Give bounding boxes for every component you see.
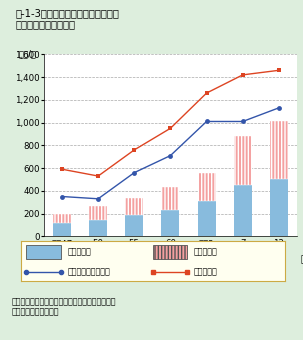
Bar bbox=[53, 214, 71, 223]
Bar bbox=[198, 201, 216, 236]
Bar bbox=[89, 206, 107, 220]
Bar bbox=[161, 187, 179, 210]
Text: 序-1-3図　プラスチックの生産量と: 序-1-3図 プラスチックの生産量と bbox=[15, 8, 119, 18]
Text: 一般廃棄物: 一般廃棄物 bbox=[67, 248, 91, 256]
Bar bbox=[89, 220, 107, 236]
Text: 樹脂生産量: 樹脂生産量 bbox=[194, 267, 218, 276]
Text: 万ｔ/年: 万ｔ/年 bbox=[18, 49, 36, 58]
Text: 国内樹脂製品消費量: 国内樹脂製品消費量 bbox=[67, 267, 110, 276]
Text: （資料）（社）プラスチック処理促進協会資料よ: （資料）（社）プラスチック処理促進協会資料よ bbox=[12, 298, 117, 306]
Text: 排出量の推移: 排出量の推移 bbox=[15, 19, 75, 29]
Bar bbox=[26, 245, 61, 259]
Bar bbox=[125, 215, 143, 236]
Bar bbox=[125, 198, 143, 215]
Bar bbox=[234, 185, 252, 236]
Text: 産業廃棄物: 産業廃棄物 bbox=[194, 248, 218, 256]
Bar bbox=[53, 223, 71, 236]
Bar bbox=[234, 136, 252, 185]
Bar bbox=[270, 180, 288, 236]
Bar bbox=[161, 210, 179, 236]
Text: （年）: （年） bbox=[301, 256, 303, 265]
Bar bbox=[153, 245, 187, 259]
Text: り環境省作成: り環境省作成 bbox=[12, 308, 60, 317]
Bar bbox=[270, 121, 288, 180]
Bar bbox=[198, 173, 216, 201]
